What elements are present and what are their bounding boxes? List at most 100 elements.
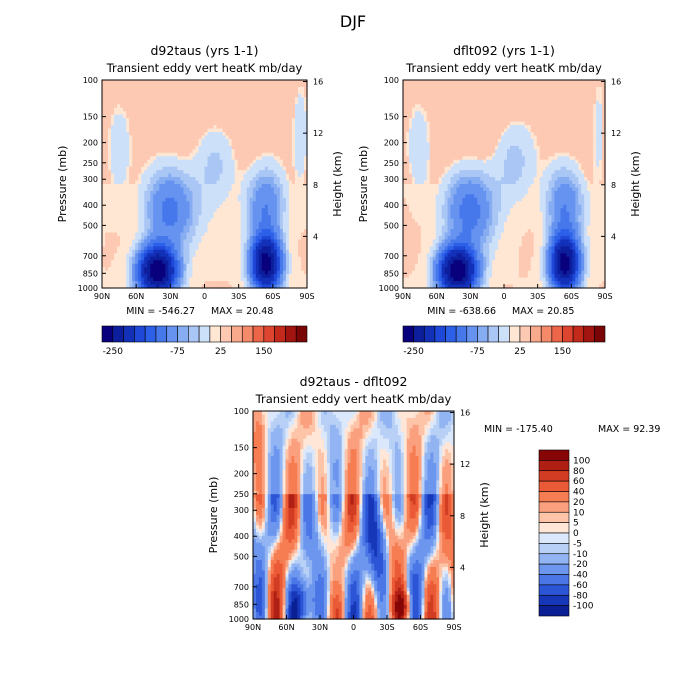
heatmap-cell: [403, 104, 407, 109]
heatmap-cell: [156, 190, 160, 195]
heatmap-cell: [237, 229, 242, 234]
heatmap-cell: [186, 170, 191, 175]
heatmap-cell: [207, 97, 212, 102]
heatmap-cell: [102, 208, 106, 213]
heatmap-cell: [114, 218, 118, 223]
heatmap-cell: [237, 246, 242, 251]
heatmap-cell: [105, 159, 109, 164]
heatmap-cell: [213, 180, 218, 185]
heatmap-cell: [453, 93, 458, 98]
heatmap-cell: [114, 277, 118, 282]
heatmap-cell: [282, 218, 287, 223]
heatmap-cell: [279, 180, 284, 185]
heatmap-cell: [114, 111, 118, 116]
heatmap-cell: [288, 132, 293, 137]
heatmap-cell: [186, 93, 191, 98]
heatmap-cell: [186, 149, 191, 154]
heatmap-cell: [285, 93, 290, 98]
heatmap-cell: [165, 159, 169, 164]
heatmap-cell: [258, 132, 263, 137]
heatmap-cell: [219, 177, 224, 182]
heatmap-cell: [105, 190, 109, 195]
heatmap-cell: [414, 86, 419, 91]
heatmap-cell: [204, 270, 209, 275]
heatmap-cell: [120, 132, 124, 137]
heatmap-cell: [459, 121, 464, 126]
heatmap-cell: [533, 80, 538, 85]
heatmap-cell: [150, 239, 154, 244]
heatmap-cell: [210, 197, 215, 202]
heatmap-cell: [138, 138, 142, 143]
heatmap-cell: [210, 267, 215, 272]
heatmap-cell: [195, 236, 200, 241]
heatmap-cell: [180, 114, 184, 119]
heatmap-cell: [201, 197, 206, 202]
heatmap-cell: [201, 159, 206, 164]
heatmap-cell: [530, 111, 535, 116]
heatmap-cell: [111, 194, 115, 199]
heatmap-cell: [255, 107, 260, 112]
heatmap-cell: [204, 284, 209, 289]
heatmap-cell: [162, 242, 166, 247]
heatmap-cell: [114, 187, 118, 192]
heatmap-cell: [141, 86, 145, 91]
heatmap-cell: [249, 208, 254, 213]
heatmap-cell: [183, 138, 188, 143]
heatmap-cell: [138, 184, 142, 189]
heatmap-cell: [279, 281, 284, 286]
heatmap-cell: [429, 118, 434, 123]
heatmap-cell: [207, 138, 212, 143]
colorbar-box: [285, 325, 297, 343]
heatmap-cell: [210, 104, 215, 109]
heatmap-cell: [264, 104, 269, 109]
heatmap-cell: [138, 246, 142, 251]
heatmap-cell: [135, 246, 139, 251]
heatmap-cell: [165, 204, 169, 209]
heatmap-cell: [180, 142, 184, 147]
heatmap-cell: [216, 118, 221, 123]
heatmap-cell: [156, 256, 160, 261]
heatmap-cell: [435, 80, 440, 85]
heatmap-cell: [294, 118, 299, 123]
heatmap-cell: [177, 111, 181, 116]
heatmap-cell: [273, 253, 278, 258]
heatmap-cell: [162, 197, 166, 202]
heatmap-cell: [264, 187, 269, 192]
heatmap-cell: [285, 194, 290, 199]
heatmap-cell: [171, 128, 175, 133]
heatmap-cell: [177, 118, 181, 123]
heatmap-cell: [288, 135, 293, 140]
heatmap-cell: [530, 100, 535, 105]
heatmap-cell: [156, 111, 160, 116]
heatmap-cell: [219, 260, 224, 265]
heatmap-cell: [126, 138, 130, 143]
heatmap-cell: [444, 118, 449, 123]
heatmap-cell: [135, 225, 139, 230]
heatmap-cell: [282, 93, 287, 98]
heatmap-cell: [180, 249, 184, 254]
heatmap-cell: [453, 118, 458, 123]
heatmap-cell: [297, 128, 302, 133]
heatmap-cell: [159, 236, 163, 241]
heatmap-cell: [483, 97, 487, 102]
heatmap-cell: [111, 173, 115, 178]
heatmap-cell: [495, 80, 499, 85]
heatmap-cell: [135, 128, 139, 133]
heatmap-cell: [246, 111, 251, 116]
heatmap-cell: [456, 93, 461, 98]
heatmap-cell: [177, 83, 181, 88]
heatmap-cell: [114, 125, 118, 130]
heatmap-cell: [231, 163, 236, 168]
heatmap-cell: [120, 177, 124, 182]
heatmap-cell: [210, 274, 215, 279]
heatmap-cell: [198, 211, 203, 216]
heatmap-cell: [237, 218, 242, 223]
heatmap-cell: [438, 121, 443, 126]
heatmap-cell: [147, 142, 151, 147]
heatmap-cell: [180, 263, 184, 268]
heatmap-cell: [288, 281, 293, 286]
heatmap-cell: [276, 253, 281, 258]
heatmap-cell: [174, 274, 178, 279]
heatmap-cell: [210, 281, 215, 286]
heatmap-cell: [246, 236, 251, 241]
